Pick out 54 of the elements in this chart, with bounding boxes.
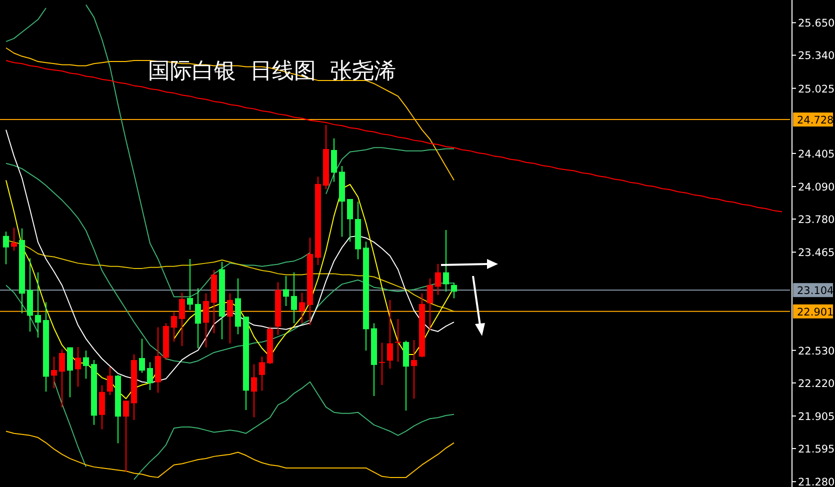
candlestick <box>179 292 185 346</box>
candlestick <box>227 292 233 344</box>
y-tick-label: 24.405 <box>798 148 835 160</box>
candlestick <box>11 227 17 252</box>
y-tick-label: 24.090 <box>798 182 835 194</box>
y-tick-label: 22.530 <box>798 345 835 358</box>
candlestick <box>451 282 457 299</box>
y-tick-label: 25.650 <box>798 18 835 30</box>
line-series <box>6 47 454 181</box>
candlestick <box>147 362 153 390</box>
candlestick <box>67 346 73 398</box>
y-tick-label: 21.280 <box>798 476 835 487</box>
y-tick-label: 23.780 <box>798 214 835 226</box>
candlestick <box>171 312 177 342</box>
candlestick <box>427 278 433 330</box>
candlestick <box>99 384 105 430</box>
y-tick-label: 21.595 <box>798 444 835 456</box>
candlestick <box>395 318 401 362</box>
y-tick-label: 25.340 <box>798 50 835 62</box>
line-series <box>6 129 454 384</box>
candlestick <box>3 231 9 265</box>
ref-line-label: 23.104 <box>797 285 834 298</box>
candlestick <box>35 272 41 338</box>
candlestick <box>283 276 289 307</box>
candlestick <box>195 288 201 349</box>
ref-line-label: 22.901 <box>797 306 834 318</box>
candlestick <box>299 292 305 324</box>
y-tick-label: 23.465 <box>798 247 835 260</box>
line-series <box>6 430 454 478</box>
candlestick <box>59 348 65 408</box>
candlestick <box>139 338 145 374</box>
candlestick <box>387 300 393 370</box>
candlestick <box>187 258 193 311</box>
candlestick <box>291 272 297 324</box>
candlestick <box>331 138 337 182</box>
candlestick <box>435 263 441 296</box>
y-tick-label: 22.220 <box>798 378 835 390</box>
candlestick <box>203 292 209 348</box>
candlestick <box>123 400 129 472</box>
candlestick <box>75 346 81 388</box>
candlestick <box>259 356 265 392</box>
line-series <box>6 162 454 364</box>
line-series <box>6 60 782 212</box>
candlestick <box>51 356 57 389</box>
ref-line-label: 24.728 <box>797 114 834 127</box>
candlestick <box>83 350 89 380</box>
candlestick <box>411 339 417 400</box>
candlestick <box>107 366 113 396</box>
candlestick <box>251 364 257 418</box>
candlestick <box>443 230 449 292</box>
candlestick <box>379 342 385 386</box>
y-tick-label: 21.905 <box>798 411 835 424</box>
y-tick-label: 25.025 <box>798 83 835 96</box>
candlestick <box>347 198 353 242</box>
